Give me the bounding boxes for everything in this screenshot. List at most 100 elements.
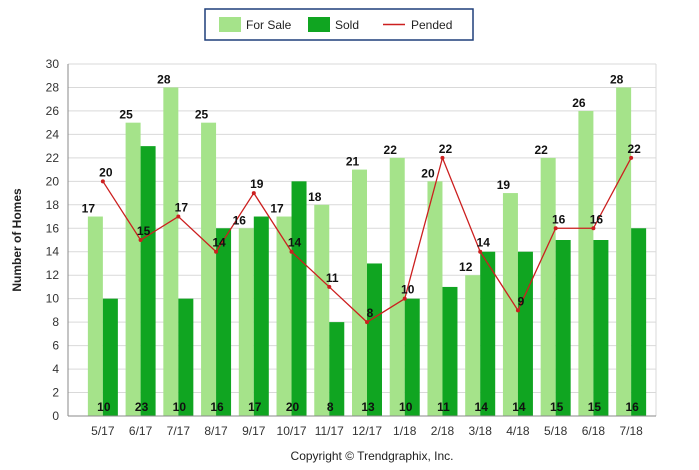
data-label-sold: 11 — [437, 400, 450, 414]
x-tick-label: 4/18 — [506, 424, 530, 438]
bar-sold — [216, 228, 232, 416]
data-label-pended: 16 — [590, 212, 604, 226]
data-label-for-sale: 12 — [459, 260, 473, 274]
bar-sold — [367, 263, 382, 416]
x-tick-label: 2/18 — [431, 424, 455, 438]
data-label-sold: 16 — [625, 400, 639, 414]
data-label-pended: 14 — [288, 236, 302, 250]
pended-point — [553, 226, 558, 231]
data-label-sold: 16 — [210, 400, 224, 414]
data-label-pended: 9 — [518, 294, 525, 308]
x-tick-label: 6/18 — [582, 424, 606, 438]
data-label-pended: 22 — [627, 142, 641, 156]
legend-swatch-for-sale — [219, 17, 241, 32]
data-label-pended: 20 — [99, 165, 113, 179]
legend-box — [204, 8, 474, 41]
data-label-pended: 17 — [175, 201, 189, 215]
x-tick-label: 5/18 — [544, 424, 568, 438]
data-label-for-sale: 17 — [270, 202, 284, 216]
bar-for-sale — [201, 122, 217, 417]
pended-point — [515, 308, 520, 313]
bar-sold — [404, 298, 420, 416]
data-label-sold: 14 — [512, 400, 526, 414]
x-tick-label: 7/18 — [619, 424, 643, 438]
data-label-sold: 10 — [97, 400, 111, 414]
x-tick-label: 11/17 — [315, 424, 344, 438]
y-tick-label: 14 — [46, 245, 60, 259]
legend-swatch-sold — [308, 17, 330, 32]
x-tick-label: 1/18 — [393, 424, 417, 438]
y-tick-label: 26 — [46, 104, 60, 118]
data-label-sold: 8 — [327, 400, 334, 414]
data-label-sold: 15 — [550, 400, 564, 414]
y-tick-label: 18 — [46, 198, 60, 212]
x-tick-label: 7/17 — [167, 424, 191, 438]
data-label-sold: 20 — [286, 400, 300, 414]
bar-sold — [631, 228, 647, 416]
y-tick-label: 8 — [52, 315, 59, 329]
data-label-for-sale: 17 — [82, 202, 96, 216]
y-axis-title: Number of Homes — [10, 188, 24, 292]
bars-layer — [87, 87, 647, 417]
bar-for-sale — [465, 275, 481, 416]
pended-point — [402, 296, 407, 301]
y-tick-label: 28 — [46, 80, 60, 94]
legend-label-for-sale: For Sale — [246, 18, 292, 32]
y-tick-label: 24 — [46, 127, 60, 141]
y-tick-label: 22 — [46, 151, 60, 165]
bar-for-sale — [352, 169, 367, 416]
bar-for-sale — [87, 216, 103, 416]
line-layer — [100, 155, 634, 325]
bar-for-sale — [276, 216, 292, 416]
bar-for-sale — [163, 87, 179, 416]
bar-sold — [517, 251, 533, 416]
bar-sold — [329, 322, 345, 416]
legend-label-sold: Sold — [335, 18, 359, 32]
bar-for-sale — [502, 193, 518, 416]
data-label-for-sale: 18 — [308, 190, 322, 204]
data-label-pended: 11 — [326, 271, 339, 285]
y-tick-label: 20 — [46, 174, 60, 188]
bar-sold — [593, 240, 609, 416]
data-label-sold: 23 — [135, 400, 149, 414]
data-label-pended: 15 — [137, 224, 151, 238]
bar-sold — [291, 181, 307, 416]
y-tick-label: 10 — [46, 292, 60, 306]
data-label-pended: 8 — [367, 306, 374, 320]
y-tick-label: 2 — [52, 386, 59, 400]
y-tick-label: 4 — [52, 362, 59, 376]
data-label-sold: 14 — [475, 400, 489, 414]
y-tick-label: 0 — [52, 409, 59, 423]
x-tick-label: 9/17 — [242, 424, 266, 438]
bar-for-sale — [427, 181, 443, 416]
bar-for-sale — [389, 157, 405, 416]
data-label-sold: 17 — [248, 400, 262, 414]
data-label-sold: 10 — [173, 400, 187, 414]
data-label-for-sale: 16 — [233, 213, 247, 227]
y-tick-label: 12 — [46, 268, 60, 282]
pended-point — [365, 320, 369, 325]
bar-sold — [253, 216, 269, 416]
legend: For Sale Sold Pended — [204, 8, 474, 41]
data-label-pended: 19 — [250, 177, 264, 191]
data-label-for-sale: 22 — [534, 143, 548, 157]
data-label-for-sale: 22 — [384, 143, 398, 157]
data-label-pended: 16 — [552, 212, 566, 226]
bar-sold — [555, 240, 571, 416]
x-tick-label: 8/17 — [204, 424, 228, 438]
pended-point — [591, 226, 596, 231]
data-label-for-sale: 25 — [119, 108, 133, 122]
x-tick-label: 5/17 — [91, 424, 115, 438]
data-label-pended: 22 — [439, 142, 453, 156]
pended-point — [138, 238, 143, 242]
labels-layer: 17 10 25 23 28 10 25 16 16 17 17 20 18 8 21 13 22 10 20 11 1… — [82, 72, 641, 414]
pended-point — [440, 155, 445, 160]
bar-for-sale — [540, 157, 556, 416]
data-label-for-sale: 20 — [421, 166, 435, 180]
pended-point — [100, 179, 105, 184]
bar-sold — [140, 146, 156, 416]
y-tick-label: 16 — [46, 221, 60, 235]
pended-point — [629, 155, 634, 160]
data-label-for-sale: 25 — [195, 108, 209, 122]
